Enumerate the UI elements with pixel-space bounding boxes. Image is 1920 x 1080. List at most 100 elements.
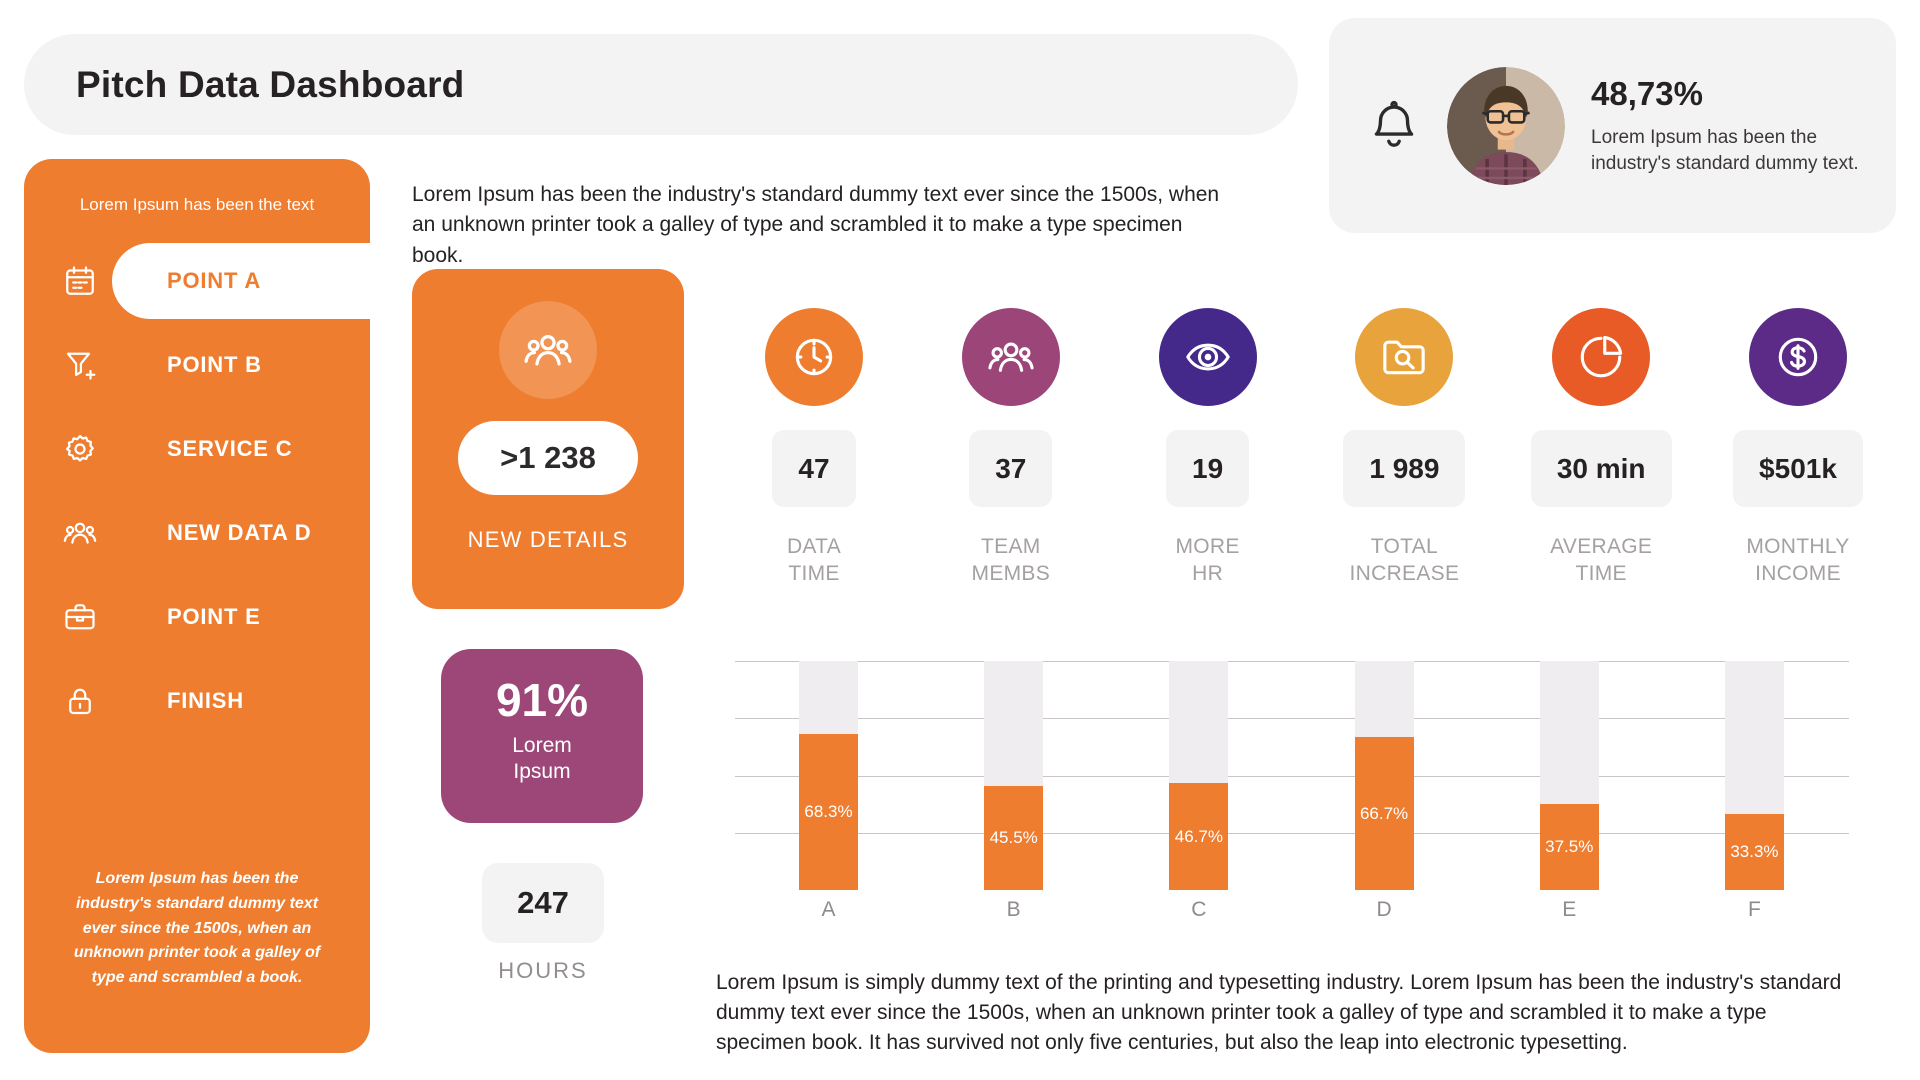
bar-value-label: 37.5% (1545, 837, 1594, 857)
stat-average-time: 30 min AVERAGE TIME (1503, 308, 1699, 588)
stats-row: 47 DATA TIME 37 TEAM MEMBS 19 MORE HR 1 989 TOTAL I… (716, 308, 1896, 588)
footer-paragraph: Lorem Ipsum is simply dummy text of the … (716, 971, 1842, 1054)
profile-text: Lorem Ipsum has been the industry's stan… (1591, 126, 1859, 174)
stat-data-time: 47 DATA TIME (716, 308, 912, 588)
bar-track-d: 66.7% (1354, 661, 1414, 890)
intro-paragraph: Lorem Ipsum has been the industry's stan… (412, 183, 1220, 267)
calendar-icon (62, 263, 98, 299)
bar-fill: 37.5% (1539, 804, 1599, 890)
bar-track-c: 46.7% (1169, 661, 1229, 890)
stat-label: MORE HR (1175, 535, 1240, 586)
bar-value-label: 66.7% (1359, 803, 1409, 823)
people-icon (986, 332, 1036, 382)
stat-value: 47 (772, 430, 856, 507)
category-label-b: B (1006, 898, 1021, 921)
chart-gridline (735, 718, 1849, 720)
new-details-card: >1 238 NEW DETAILS (412, 269, 684, 609)
stat-team-membs: 37 TEAM MEMBS (913, 308, 1109, 588)
stat-value: 37 (969, 430, 1053, 507)
sidebar-item-finish[interactable]: FINISH (24, 659, 370, 743)
chart-bars: 68.3% 45.5% 46.7% 66.7% 37.5% 33.3% (735, 661, 1849, 890)
category-label-e: E (1562, 898, 1577, 921)
stat-monthly-income: $501k MONTHLY INCOME (1700, 308, 1896, 588)
sidebar-item-label: POINT A (167, 268, 262, 293)
stat-label: TOTAL INCREASE (1349, 535, 1460, 586)
bar-value-label: 46.7% (1174, 826, 1223, 846)
sidebar-item-point-b[interactable]: POINT B (24, 323, 370, 407)
sidebar-item-label: POINT B (167, 352, 262, 377)
stat-label: AVERAGE TIME (1550, 535, 1653, 586)
highlight-icon-circle (499, 301, 597, 399)
stat-label: MONTHLY INCOME (1746, 535, 1850, 586)
hours-value: 247 (482, 863, 604, 943)
stat-icon-circle (1552, 308, 1651, 406)
pie-chart-icon (1576, 332, 1626, 382)
stat-icon-circle (961, 308, 1060, 406)
people-icon (62, 515, 98, 551)
sidebar-item-label: SERVICE C (167, 436, 293, 461)
sidebar-item-new-data-d[interactable]: NEW DATA D (24, 491, 370, 575)
new-details-value: >1 238 (458, 421, 638, 495)
stat-value: 30 min (1530, 430, 1672, 507)
percent-card: 91% Lorem Ipsum (441, 649, 643, 823)
bar-fill: 68.3% (799, 733, 858, 890)
bar-fill: 66.7% (1354, 737, 1414, 890)
chart-gridline (735, 661, 1849, 662)
profile-info: 48,73% Lorem Ipsum has been the industry… (1591, 75, 1868, 176)
sidebar-item-point-e[interactable]: POINT E (24, 575, 370, 659)
people-icon (522, 324, 574, 376)
sidebar-item-point-a[interactable]: POINT A (24, 239, 370, 323)
stat-value: $501k (1733, 430, 1863, 507)
stat-label: DATA TIME (786, 535, 842, 586)
chart-categories: A B C D E F (735, 898, 1849, 922)
eye-icon (1183, 332, 1233, 382)
category-label-f: F (1748, 898, 1761, 921)
bar-fill: 33.3% (1724, 813, 1784, 890)
bar-fill: 45.5% (984, 785, 1044, 890)
sidebar-top-text: Lorem Ipsum has been the text (79, 195, 315, 214)
stat-icon-circle (1355, 308, 1454, 406)
sidebar-menu: POINT A POINT B SERVICE C NEW DATA D POINT E… (24, 239, 370, 743)
sidebar-item-label: POINT E (167, 604, 261, 629)
stat-value: 19 (1166, 430, 1250, 507)
sidebar-item-label: FINISH (167, 688, 244, 713)
stat-more-hr: 19 MORE HR (1110, 308, 1306, 588)
bar-value-label: 33.3% (1730, 841, 1779, 861)
percent-card-value: 91% (495, 674, 589, 726)
sidebar-item-service-c[interactable]: SERVICE C (24, 407, 370, 491)
bar-chart: 68.3% 45.5% 46.7% 66.7% 37.5% 33.3% (735, 661, 1849, 890)
dollar-icon (1773, 332, 1823, 382)
stat-icon-circle (1748, 308, 1847, 406)
clock-icon (789, 332, 839, 382)
briefcase-icon (62, 599, 98, 635)
stat-icon-circle (765, 308, 863, 406)
folder-search-icon (1379, 332, 1429, 382)
chart-gridline (735, 775, 1849, 777)
category-label-d: D (1376, 898, 1392, 921)
sidebar-bottom-text: Lorem Ipsum has been the industry's stan… (73, 870, 321, 987)
bar-value-label: 45.5% (989, 827, 1038, 847)
hours-label: HOURS (498, 958, 588, 983)
profile-card: 48,73% Lorem Ipsum has been the industry… (1329, 18, 1896, 233)
bar-track-b: 45.5% (984, 661, 1044, 890)
stat-value: 1 989 (1343, 430, 1466, 507)
percent-card-label: Lorem Ipsum (512, 734, 572, 784)
notification-bell-icon[interactable] (1367, 99, 1421, 153)
bar-fill: 46.7% (1169, 783, 1229, 890)
category-label-a: A (821, 898, 836, 921)
category-label-c: C (1191, 898, 1207, 921)
chart-gridline (735, 832, 1849, 834)
stat-label: TEAM MEMBS (971, 535, 1051, 586)
filter-icon (62, 347, 98, 383)
bar-track-e: 37.5% (1539, 661, 1599, 890)
sidebar-item-label: NEW DATA D (167, 520, 312, 545)
sidebar: Lorem Ipsum has been the text POINT A POI… (24, 159, 370, 1053)
profile-percent: 48,73% (1591, 74, 1703, 112)
header: Pitch Data Dashboard (24, 34, 1298, 135)
stat-icon-circle (1158, 308, 1257, 406)
bar-track-a: 68.3% (799, 661, 858, 890)
stat-total-increase: 1 989 TOTAL INCREASE (1306, 308, 1502, 588)
avatar[interactable] (1447, 66, 1565, 185)
new-details-label: NEW DETAILS (467, 527, 629, 552)
